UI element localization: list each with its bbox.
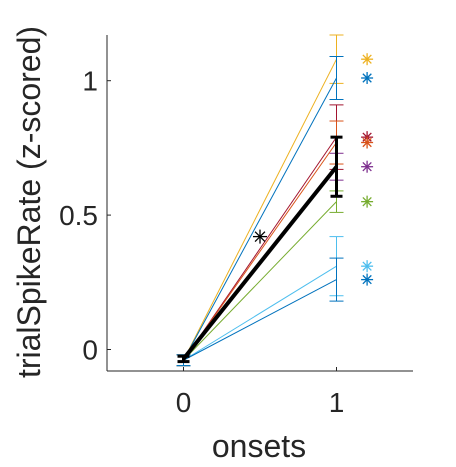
series-line bbox=[183, 201, 337, 361]
annotation-asterisk bbox=[253, 229, 267, 244]
series-line bbox=[183, 77, 337, 361]
x-axis-label: onsets bbox=[212, 428, 306, 464]
series-line bbox=[183, 265, 337, 361]
x-tick-label: 0 bbox=[176, 387, 192, 418]
series-line bbox=[183, 136, 337, 361]
series-7 bbox=[176, 236, 344, 367]
mean-error-bar bbox=[177, 354, 190, 364]
asterisk-stroke bbox=[362, 73, 372, 83]
asterisk-stroke bbox=[254, 231, 266, 243]
series-marker-5 bbox=[361, 160, 374, 173]
series-marker-1 bbox=[361, 53, 374, 66]
series-1 bbox=[176, 34, 344, 367]
y-axis-label: trialSpikeRate (z-scored) bbox=[11, 26, 47, 378]
y-tick-label: 1 bbox=[82, 66, 98, 97]
series-marker-2 bbox=[361, 72, 374, 85]
asterisk-stroke bbox=[362, 162, 372, 172]
series-layer bbox=[176, 34, 344, 367]
axes: 0 1 0 0.5 1 bbox=[59, 35, 413, 418]
mean-layer bbox=[177, 135, 343, 364]
series-marker-4 bbox=[361, 136, 374, 149]
asterisk-stroke bbox=[362, 261, 372, 271]
asterisk-stroke bbox=[362, 196, 372, 207]
series-error-bar bbox=[329, 257, 344, 302]
series-line bbox=[183, 58, 337, 361]
mean-line bbox=[181, 165, 339, 361]
x-tick-label: 1 bbox=[329, 387, 345, 418]
series-2 bbox=[176, 56, 344, 367]
y-tick-label: 0 bbox=[82, 334, 98, 365]
series-line bbox=[183, 279, 337, 361]
series-marker-8 bbox=[361, 273, 374, 286]
mean-error-bar bbox=[330, 135, 343, 198]
series-marker-6 bbox=[361, 195, 374, 208]
asterisk-stroke bbox=[362, 54, 372, 64]
marker-layer bbox=[253, 53, 374, 286]
asterisk-stroke bbox=[362, 274, 372, 285]
series-marker-7 bbox=[361, 260, 374, 273]
series-error-bar bbox=[329, 56, 344, 101]
y-tick-label: 0.5 bbox=[59, 200, 98, 231]
asterisk-stroke bbox=[362, 137, 372, 148]
